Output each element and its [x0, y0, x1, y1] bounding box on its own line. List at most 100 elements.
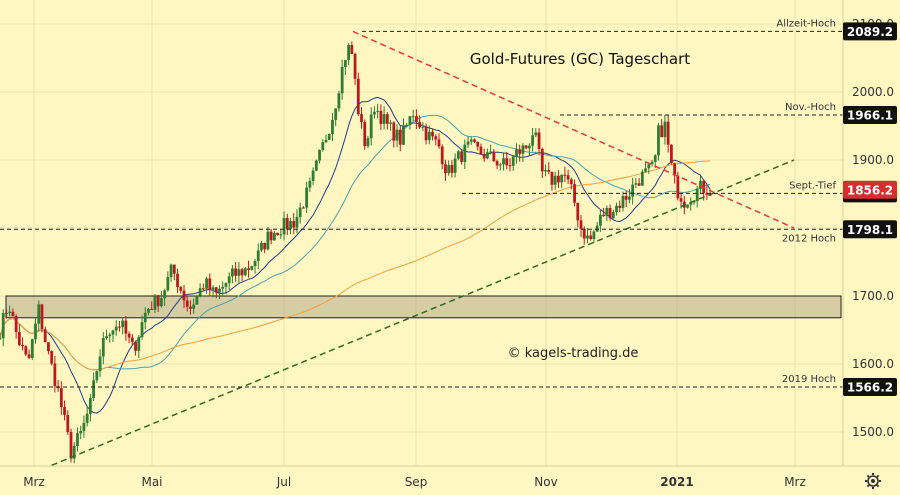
x-tick-label: 2021 [660, 475, 693, 489]
candle-body [418, 122, 422, 128]
candle-body [30, 339, 34, 358]
candle-body [527, 145, 531, 149]
candle-body [524, 145, 528, 149]
candle-body [17, 332, 21, 346]
candle-body [498, 164, 502, 166]
candle-body [453, 158, 457, 173]
level-lines-layer: Allzeit-Hoch Nov.-Hoch Sept.-Tief 2012 Hoch… [0, 18, 843, 388]
candle-body [289, 220, 292, 230]
candle-body [43, 329, 47, 343]
candle-body [376, 110, 380, 112]
candle-body [50, 351, 54, 364]
candle-body [63, 407, 66, 415]
candle-body [192, 304, 196, 309]
candle-body [531, 135, 534, 146]
candle-body [669, 144, 673, 164]
candle-body [163, 290, 167, 299]
candle-body [137, 337, 141, 351]
candle-body [79, 430, 83, 434]
candle-body [495, 161, 499, 166]
candle-body [421, 126, 425, 128]
candle-body [98, 356, 102, 372]
candle-body [166, 276, 170, 291]
candle-body [208, 278, 212, 290]
candle-body [650, 161, 654, 165]
candle-body [511, 156, 515, 166]
candle-body [5, 312, 8, 314]
candle-body [644, 168, 647, 172]
candle-body [24, 346, 28, 355]
candle-body [540, 148, 544, 172]
candle-body [47, 342, 50, 352]
y-tick-label: 2000.0 [852, 85, 894, 99]
candle-body [395, 129, 399, 141]
settings-gear-icon[interactable] [865, 473, 881, 489]
candle-body [608, 208, 612, 219]
moving-averages-layer [0, 96, 711, 414]
candle-body [292, 220, 296, 228]
candle-body [218, 288, 221, 293]
candle-body [476, 141, 480, 147]
y-tick-label: 1600.0 [852, 357, 894, 371]
x-tick-label: Nov [534, 475, 557, 489]
candle-body [553, 175, 557, 185]
candle-body [279, 234, 283, 236]
candle-body [414, 116, 418, 123]
candle-body [424, 126, 428, 141]
candle-body [350, 44, 354, 54]
candle-body [234, 268, 238, 276]
candle-body [169, 264, 173, 277]
candle-body [402, 125, 405, 145]
level-label: 2019 Hoch [782, 374, 836, 385]
candle-body [569, 179, 573, 185]
candle-body [473, 139, 476, 142]
candle-body [231, 268, 234, 277]
level-price-tag [843, 377, 897, 396]
moving-average-line [0, 96, 711, 414]
candle-body [347, 44, 351, 61]
time-axis: Mrz Mai Jul Sep Nov 2021 Mrz [23, 475, 806, 489]
candle-body [327, 133, 331, 140]
candle-body [143, 312, 147, 323]
level-label: 2012 Hoch [782, 233, 836, 244]
candle-body [515, 149, 518, 157]
candle-body [666, 121, 670, 145]
candle-body [547, 170, 551, 172]
candle-body [314, 160, 318, 171]
candle-body [460, 151, 463, 162]
candle-body [308, 180, 312, 188]
candle-body [111, 330, 115, 335]
candle-body [537, 132, 541, 149]
candle-body [382, 114, 386, 124]
candle-body [340, 66, 344, 94]
candle-body [550, 171, 554, 185]
current-price-tag [843, 180, 897, 199]
candle-body [237, 269, 241, 276]
candle-body [201, 288, 205, 290]
candle-body [486, 152, 489, 159]
candle-body [589, 235, 593, 239]
candle-body [189, 306, 192, 309]
candle-body [602, 214, 606, 217]
candle-body [1, 312, 5, 339]
candle-body [360, 114, 363, 123]
level-price-tag-text: 1966.1 [847, 109, 893, 123]
candle-body [198, 288, 202, 296]
candle-body [560, 174, 564, 183]
candle-body [489, 151, 493, 153]
candle-body [624, 196, 628, 200]
candle-body [334, 108, 338, 120]
candle-body [563, 174, 567, 176]
candle-body [379, 110, 383, 124]
candle-body [605, 208, 609, 217]
candle-body [353, 53, 357, 79]
candle-body [295, 217, 299, 228]
candle-body [21, 345, 24, 347]
candle-body [214, 287, 218, 293]
level-price-tag [843, 220, 897, 239]
candle-body [176, 273, 179, 288]
candle-body [14, 316, 18, 333]
x-tick-label: Sep [405, 475, 428, 489]
trendlines-layer [51, 30, 795, 467]
candle-body [124, 320, 128, 334]
